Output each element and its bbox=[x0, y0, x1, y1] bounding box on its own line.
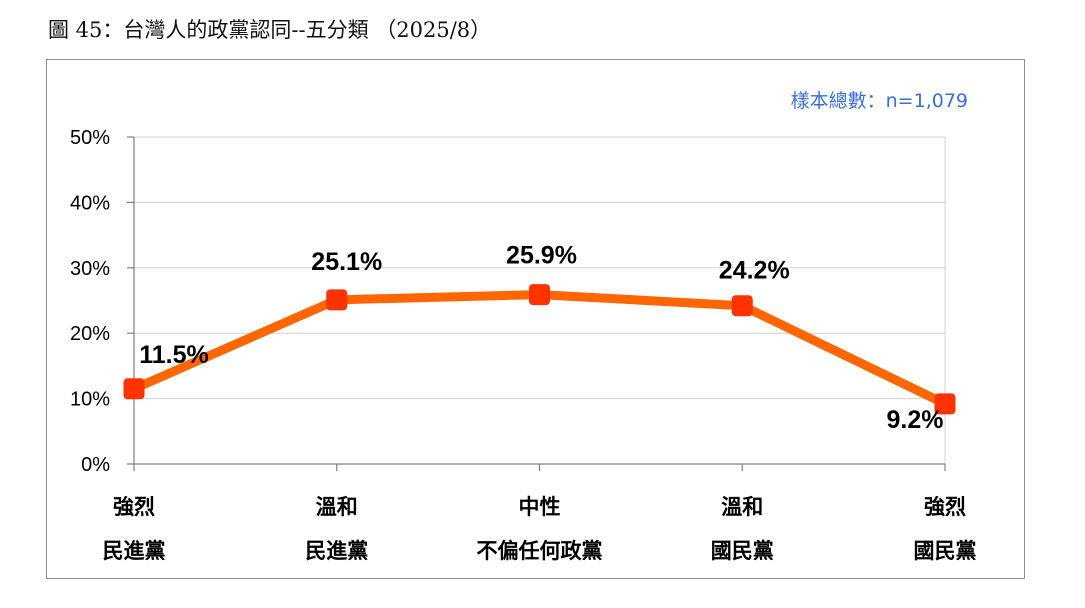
sample-size-note: 樣本總數：n=1,079 bbox=[791, 90, 968, 112]
x-category-label: 民進黨 bbox=[103, 539, 166, 563]
series-line bbox=[132, 290, 947, 408]
x-category-label: 強烈 bbox=[113, 495, 155, 519]
x-category-label: 溫和 bbox=[316, 495, 358, 519]
x-category-label: 不偏任何政黨 bbox=[477, 539, 603, 563]
y-tick-label: 10% bbox=[70, 389, 110, 411]
data-label: 24.2% bbox=[719, 257, 790, 285]
y-tick-label: 0% bbox=[81, 454, 110, 476]
y-tick-label: 50% bbox=[70, 127, 110, 149]
data-label: 25.9% bbox=[506, 242, 577, 270]
chart-frame bbox=[46, 59, 1025, 579]
data-point-marker bbox=[529, 284, 550, 306]
x-category-label: 強烈 bbox=[924, 495, 966, 519]
y-tick-label: 20% bbox=[70, 323, 110, 345]
x-category-label: 國民黨 bbox=[711, 539, 774, 563]
tick-labels: 0% 10% 20% 30% 40% 50% bbox=[70, 127, 110, 476]
markers bbox=[123, 284, 956, 415]
data-point-marker bbox=[326, 289, 348, 311]
series-line-path bbox=[132, 290, 947, 408]
data-label: 25.1% bbox=[311, 248, 382, 276]
data-point-marker bbox=[934, 393, 956, 415]
data-label: 11.5% bbox=[139, 341, 209, 369]
data-labels: 11.5% 25.1% 25.9% 24.2% 9.2% bbox=[139, 242, 943, 434]
y-tick-label: 30% bbox=[70, 258, 110, 280]
x-category-label: 國民黨 bbox=[914, 539, 977, 563]
y-tick-label: 40% bbox=[70, 192, 110, 214]
data-label: 9.2% bbox=[887, 406, 944, 434]
x-category-label: 溫和 bbox=[721, 495, 763, 519]
x-category-label: 民進黨 bbox=[305, 539, 368, 563]
data-point-marker bbox=[123, 378, 145, 400]
data-point-marker bbox=[731, 295, 753, 317]
figure-title: 圖 45：台灣人的政黨認同--五分類 （2025/8） bbox=[48, 18, 492, 42]
x-category-label: 中性 bbox=[519, 495, 561, 519]
